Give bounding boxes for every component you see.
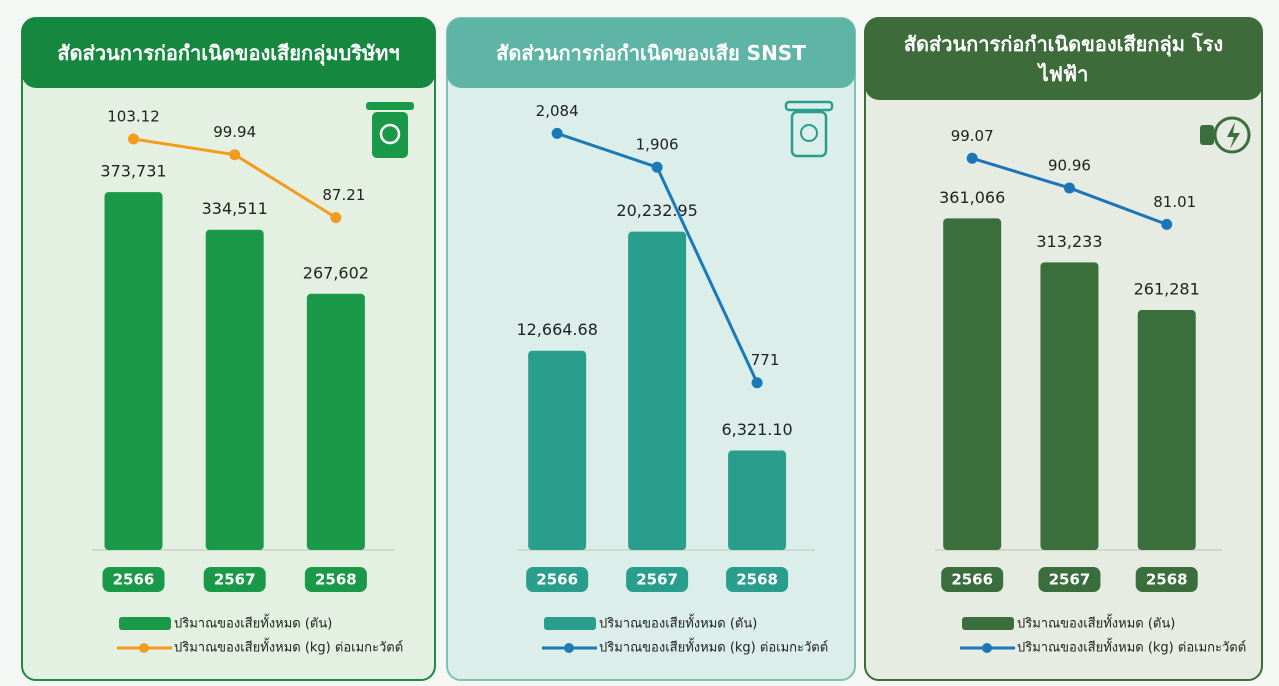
category-pill (1038, 567, 1101, 592)
x-tick-label: 2566 (951, 571, 993, 589)
data-label: 771 (751, 351, 780, 369)
line-point (229, 149, 241, 161)
legend-label: ปริมาณของเสียทั้งหมด (kg) ต่อเมกะวัตต์ (1017, 638, 1246, 656)
data-label: 20,232.95 (616, 201, 697, 220)
bar (306, 293, 365, 550)
category-pill (304, 567, 367, 592)
bar (104, 192, 163, 551)
chart-title: สัดส่วนการก่อกำเนิดของเสีย SNST (496, 41, 806, 65)
legend-label: ปริมาณของเสียทั้งหมด (ตัน) (1017, 614, 1175, 632)
line-point (1063, 182, 1075, 194)
line-point (651, 161, 663, 173)
line-point (751, 377, 763, 389)
category-pill (526, 567, 589, 592)
legend-swatch (564, 643, 574, 653)
x-tick-label: 2568 (736, 571, 778, 589)
x-tick-label: 2568 (315, 571, 357, 589)
line-point (128, 133, 140, 145)
bar (943, 218, 1002, 550)
legend-label: ปริมาณของเสียทั้งหมด (kg) ต่อเมกะวัตต์ (174, 638, 403, 656)
power-icon (1200, 116, 1251, 154)
data-label: 261,281 (1134, 280, 1200, 299)
category-pill (1135, 567, 1198, 592)
category-pill (726, 567, 789, 592)
bar (205, 229, 264, 550)
legend-swatch (544, 617, 596, 630)
line-point (551, 127, 563, 139)
data-label: 6,321.10 (721, 420, 792, 439)
legend-swatch (119, 617, 171, 630)
category-pill (203, 567, 266, 592)
legend-label: ปริมาณของเสียทั้งหมด (ตัน) (599, 614, 757, 632)
bar (1040, 262, 1099, 550)
line-point (966, 152, 978, 164)
line-point (330, 212, 342, 224)
data-label: 2,084 (536, 102, 579, 120)
category-pill (626, 567, 689, 592)
data-label: 361,066 (939, 188, 1005, 207)
category-pill (941, 567, 1004, 592)
x-tick-label: 2567 (214, 571, 256, 589)
bar (528, 350, 587, 550)
legend-swatch (139, 643, 149, 653)
header (22, 18, 435, 88)
bin-icon (784, 100, 834, 158)
data-label: 373,731 (100, 162, 166, 181)
x-tick-label: 2567 (636, 571, 678, 589)
data-label: 12,664.68 (516, 320, 597, 339)
data-label: 99.07 (951, 127, 994, 145)
data-label: 87.21 (322, 186, 365, 204)
data-label: 99.94 (213, 123, 256, 141)
header (865, 18, 1262, 100)
bar (1137, 310, 1196, 550)
chart-title: สัดส่วนการก่อกำเนิดของเสียกลุ่ม โรงไฟฟ้า (903, 32, 1224, 86)
x-tick-label: 2566 (113, 571, 155, 589)
data-label: 1,906 (636, 136, 679, 154)
data-label: 313,233 (1036, 232, 1102, 251)
data-label: 81.01 (1153, 193, 1196, 211)
data-label: 267,602 (303, 263, 369, 282)
chart-title: สัดส่วนการก่อกำเนิดของเสียกลุ่มบริษัทฯ (57, 41, 400, 65)
x-tick-label: 2566 (536, 571, 578, 589)
bar (728, 450, 787, 550)
header (447, 18, 855, 88)
bar (628, 231, 687, 550)
legend-label: ปริมาณของเสียทั้งหมด (kg) ต่อเมกะวัตต์ (599, 638, 828, 656)
x-tick-label: 2568 (1146, 571, 1188, 589)
data-label: 334,511 (202, 199, 268, 218)
bin-icon (366, 102, 414, 158)
category-pill (102, 567, 165, 592)
legend-swatch (962, 617, 1014, 630)
legend-label: ปริมาณของเสียทั้งหมด (ตัน) (174, 614, 332, 632)
x-tick-label: 2567 (1049, 571, 1091, 589)
line-point (1161, 218, 1173, 230)
data-label: 90.96 (1048, 156, 1091, 174)
legend-swatch (982, 643, 992, 653)
data-label: 103.12 (107, 107, 160, 125)
